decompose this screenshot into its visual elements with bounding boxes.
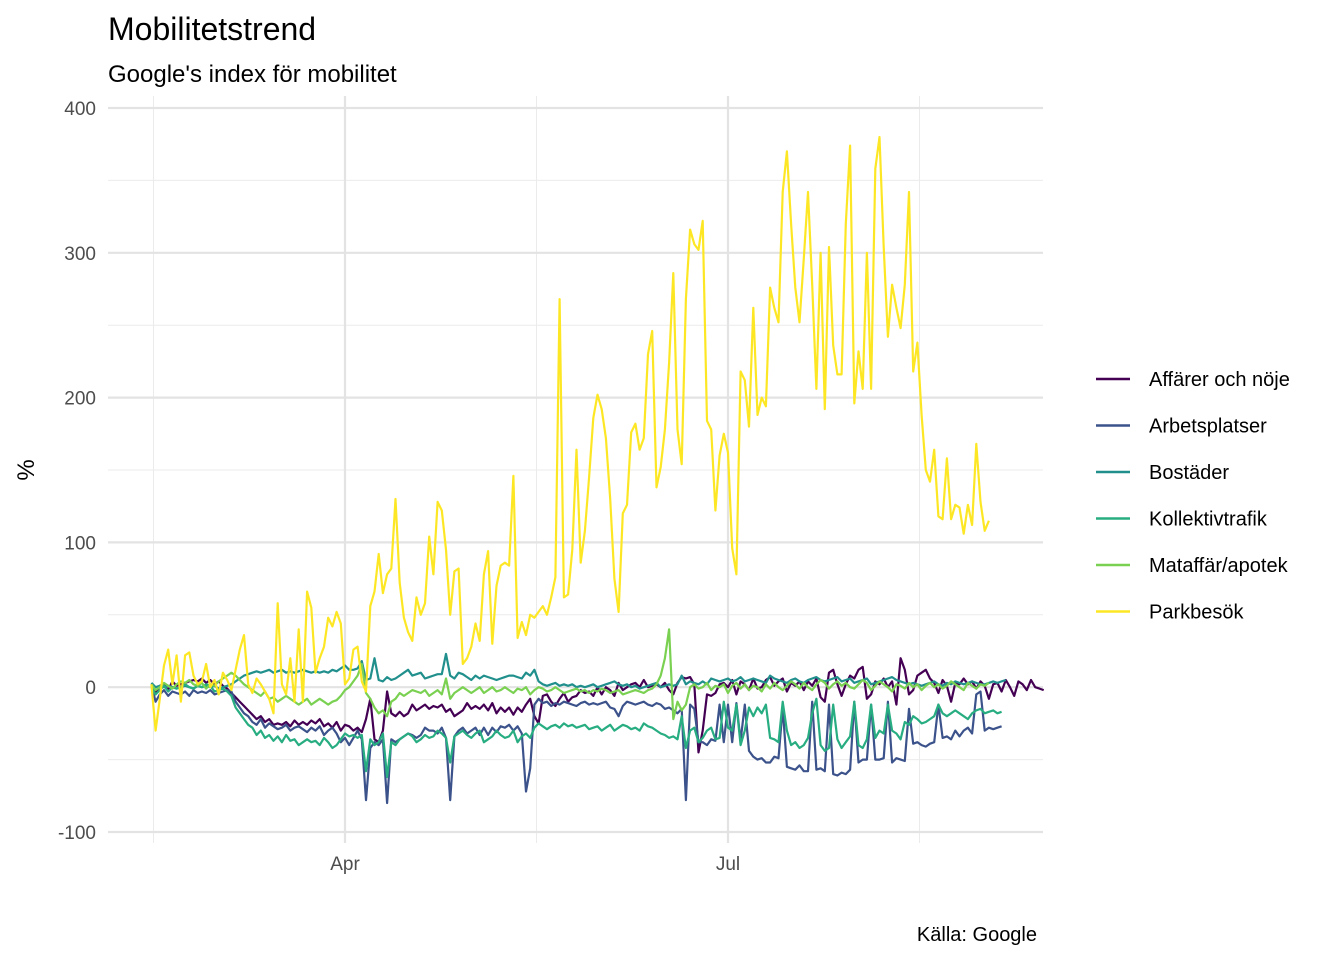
legend-label: Bostäder [1149, 462, 1229, 484]
y-axis-title: % [13, 459, 40, 480]
series-line [150, 135, 990, 732]
legend-label: Parkbesök [1149, 602, 1244, 624]
legend-label: Mataffär/apotek [1149, 555, 1289, 577]
y-tick-label: 400 [64, 99, 96, 120]
legend: Affärer och nöje Arbetsplatser Bostäder Kol… [1096, 369, 1290, 624]
chart-subtitle: Google's index för mobilitet [108, 61, 397, 88]
x-tick-label: Apr [330, 854, 360, 875]
series-lines [150, 135, 1045, 805]
y-tick-label: 300 [64, 244, 96, 265]
y-tick-label: 100 [64, 533, 96, 554]
x-axis-ticks: Apr Jul [330, 854, 740, 875]
chart-title: Mobilitetstrend [108, 11, 316, 47]
legend-label: Arbetsplatser [1149, 416, 1267, 438]
series-line [150, 684, 1002, 805]
series-line [150, 628, 990, 721]
legend-label: Kollektivtrafik [1149, 509, 1268, 531]
legend-label: Affärer och nöje [1149, 369, 1290, 391]
chart-caption: Källa: Google [917, 924, 1037, 946]
y-tick-label: 200 [64, 389, 96, 410]
series-line [150, 683, 1002, 779]
y-tick-label: 0 [85, 678, 96, 699]
x-tick-label: Jul [716, 854, 740, 875]
y-axis-ticks: -100 0 100 200 300 400 [58, 99, 96, 844]
y-tick-label: -100 [58, 823, 96, 844]
